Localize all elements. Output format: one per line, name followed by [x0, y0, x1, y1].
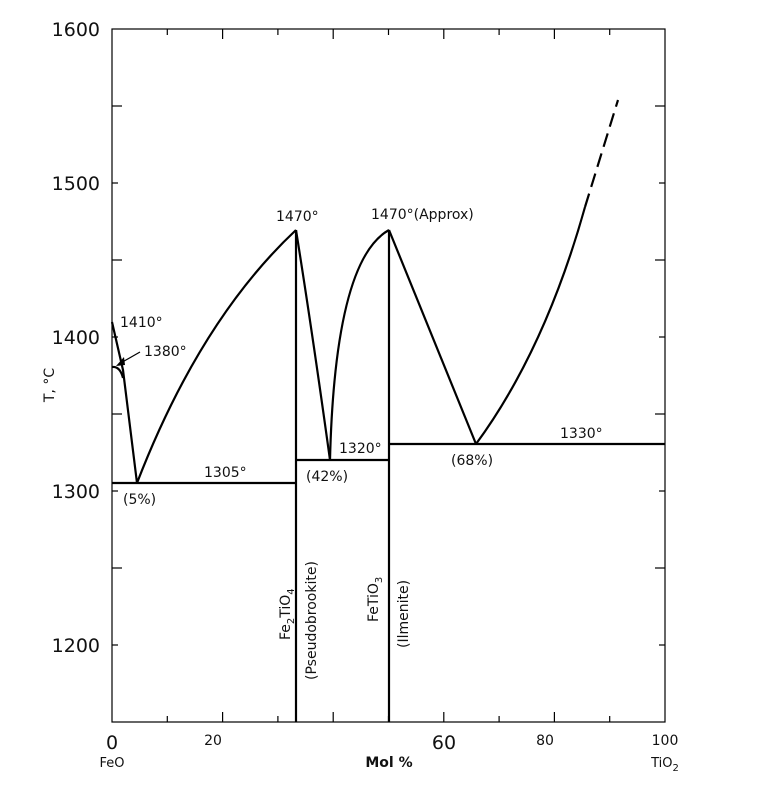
- y-tick-label: 1400: [52, 327, 100, 349]
- annotation: 1470°(Approx): [371, 207, 474, 223]
- liquidus: [110, 321, 139, 484]
- x-end-label: FeO: [100, 756, 125, 771]
- liquidus-dashed: [583, 99, 620, 208]
- formula-part: FeTiO: [366, 583, 382, 622]
- formula-part: TiO: [650, 756, 672, 771]
- formula-sub: 2: [286, 618, 297, 624]
- formula-sub: 2: [673, 763, 679, 774]
- annotation: 1330°: [560, 426, 603, 442]
- annotation: 1410°: [120, 315, 163, 331]
- annotation: 1470°: [276, 209, 319, 225]
- annotation: 1305°: [204, 465, 247, 481]
- annotation: (42%): [306, 469, 348, 485]
- liquidus: [387, 229, 478, 445]
- annotation: 1380°: [144, 344, 187, 360]
- annotation: (68%): [451, 453, 493, 469]
- compound-formula: FeTiO3: [366, 577, 385, 622]
- y-tick-label: 1500: [52, 173, 100, 195]
- liquidus: [294, 229, 332, 461]
- x-axis-label: Mol %: [365, 755, 412, 771]
- y-tick-label: 1200: [52, 635, 100, 657]
- annotation: 1320°: [339, 441, 382, 457]
- x-tick-label: 60: [432, 732, 456, 754]
- x-tick-label: 20: [204, 733, 222, 749]
- liquidus: [135, 229, 297, 484]
- y-axis-label: T, °C: [42, 368, 58, 403]
- y-tick-label: 1300: [52, 481, 100, 503]
- ticks: [112, 29, 665, 722]
- annotation: (5%): [123, 492, 156, 508]
- liquidus: [475, 206, 587, 445]
- x-tick-label: 80: [536, 733, 554, 749]
- formula-sub: 4: [286, 588, 297, 594]
- formula-sub: 3: [374, 577, 385, 583]
- phase-lines: [110, 99, 665, 722]
- liquidus: [328, 229, 390, 461]
- x-tick-label: 100: [652, 733, 679, 749]
- boundary: [111, 365, 125, 379]
- compound-name: (Pseudobrookite): [304, 561, 320, 680]
- x-tick-label: 0: [106, 732, 118, 754]
- arrow-head: [116, 357, 125, 366]
- compound-name: (Ilmenite): [396, 580, 412, 648]
- formula-part: Fe: [278, 624, 294, 640]
- compound-formula: Fe2TiO4: [278, 588, 297, 640]
- y-tick-label: 1600: [52, 19, 100, 41]
- x-end-label: TiO2: [650, 756, 679, 774]
- formula-part: TiO: [278, 595, 294, 619]
